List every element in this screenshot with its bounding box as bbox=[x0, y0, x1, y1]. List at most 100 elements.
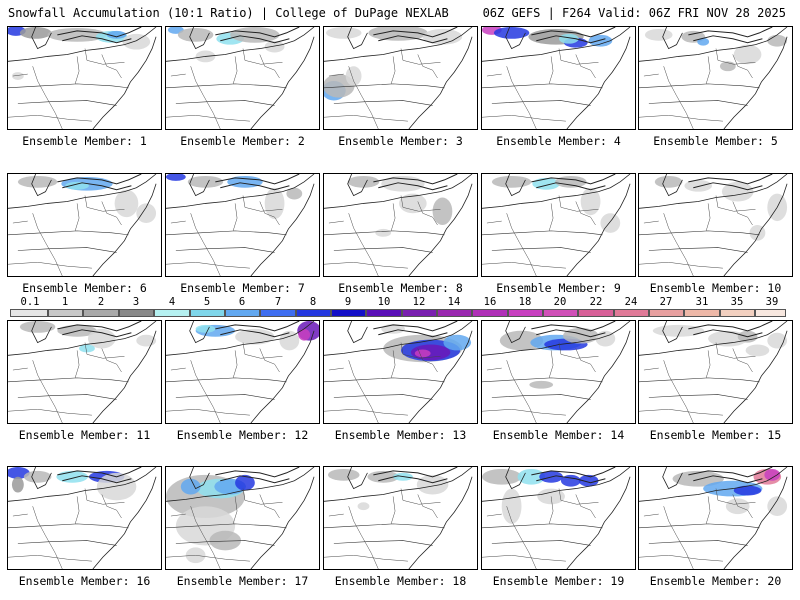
map-image bbox=[482, 467, 631, 569]
map-image bbox=[639, 174, 788, 276]
legend-value: 8 bbox=[309, 296, 317, 308]
ensemble-member-label: Ensemble Member: 10 bbox=[649, 281, 782, 295]
ensemble-member-map bbox=[481, 173, 636, 277]
ensemble-member-label: Ensemble Member: 14 bbox=[492, 428, 625, 442]
ensemble-member-map bbox=[323, 466, 478, 570]
run-info: 06Z GEFS | F264 Valid: 06Z FRI NOV 28 20… bbox=[482, 6, 786, 20]
legend-swatch bbox=[719, 309, 755, 317]
legend-value: 0.1 bbox=[20, 296, 40, 308]
ensemble-member-map bbox=[165, 320, 320, 424]
legend-swatch bbox=[10, 309, 48, 317]
legend-swatch bbox=[295, 309, 331, 317]
map-image bbox=[639, 27, 788, 129]
ensemble-member-label: Ensemble Member: 16 bbox=[18, 574, 151, 588]
legend-swatch bbox=[754, 309, 786, 317]
legend-value: 1 bbox=[61, 296, 69, 308]
legend-swatch bbox=[472, 309, 508, 317]
legend-value: 31 bbox=[695, 296, 709, 308]
map-image bbox=[8, 321, 157, 423]
map-image bbox=[482, 27, 631, 129]
map-image bbox=[324, 27, 473, 129]
legend-value: 35 bbox=[730, 296, 744, 308]
legend-swatch bbox=[542, 309, 578, 317]
map-image bbox=[639, 321, 788, 423]
ensemble-member-map bbox=[323, 173, 478, 277]
map-image bbox=[166, 467, 315, 569]
ensemble-member-label: Ensemble Member: 17 bbox=[176, 574, 309, 588]
ensemble-member-map bbox=[7, 173, 162, 277]
legend-value: 18 bbox=[518, 296, 532, 308]
ensemble-member-map bbox=[323, 26, 478, 130]
map-image bbox=[324, 174, 473, 276]
legend-swatch bbox=[260, 309, 296, 317]
ensemble-member-label: Ensemble Member: 18 bbox=[334, 574, 467, 588]
map-image bbox=[324, 467, 473, 569]
legend-value: 3 bbox=[132, 296, 140, 308]
legend-value: 2 bbox=[97, 296, 105, 308]
map-image bbox=[166, 174, 315, 276]
legend-value: 24 bbox=[624, 296, 638, 308]
ensemble-member-label: Ensemble Member: 11 bbox=[18, 428, 151, 442]
legend-swatch bbox=[578, 309, 614, 317]
ensemble-member-map bbox=[165, 26, 320, 130]
map-image bbox=[8, 174, 157, 276]
ensemble-member-label: Ensemble Member: 2 bbox=[180, 134, 305, 148]
ensemble-member-label: Ensemble Member: 9 bbox=[496, 281, 621, 295]
ensemble-member-map bbox=[323, 320, 478, 424]
legend-value: 16 bbox=[483, 296, 497, 308]
ensemble-member-label: Ensemble Member: 19 bbox=[492, 574, 625, 588]
ensemble-member-label: Ensemble Member: 13 bbox=[334, 428, 467, 442]
ensemble-member-map bbox=[165, 173, 320, 277]
legend-swatch bbox=[436, 309, 472, 317]
legend-swatch bbox=[613, 309, 649, 317]
legend-swatch bbox=[507, 309, 543, 317]
ensemble-member-map bbox=[165, 466, 320, 570]
legend-swatch bbox=[83, 309, 119, 317]
legend-value: 5 bbox=[203, 296, 211, 308]
ensemble-member-label: Ensemble Member: 15 bbox=[649, 428, 782, 442]
legend-swatch bbox=[154, 309, 190, 317]
legend-value: 6 bbox=[238, 296, 246, 308]
legend-value: 22 bbox=[589, 296, 603, 308]
ensemble-member-label: Ensemble Member: 7 bbox=[180, 281, 305, 295]
legend-swatch bbox=[684, 309, 720, 317]
ensemble-member-map bbox=[638, 320, 793, 424]
ensemble-member-map bbox=[638, 173, 793, 277]
map-image bbox=[324, 321, 473, 423]
map-image bbox=[166, 321, 319, 423]
ensemble-member-label: Ensemble Member: 1 bbox=[22, 134, 147, 148]
map-image bbox=[8, 467, 157, 569]
legend-value: 20 bbox=[553, 296, 567, 308]
legend-swatch bbox=[118, 309, 154, 317]
legend-value: 12 bbox=[412, 296, 426, 308]
map-image bbox=[166, 27, 315, 129]
legend-swatch bbox=[648, 309, 684, 317]
legend-value: 27 bbox=[659, 296, 673, 308]
ensemble-member-label: Ensemble Member: 3 bbox=[338, 134, 463, 148]
map-image bbox=[482, 174, 631, 276]
ensemble-member-label: Ensemble Member: 12 bbox=[176, 428, 309, 442]
ensemble-member-map bbox=[481, 466, 636, 570]
ensemble-member-label: Ensemble Member: 6 bbox=[22, 281, 147, 295]
legend-swatch bbox=[366, 309, 402, 317]
ensemble-member-map bbox=[7, 26, 162, 130]
ensemble-member-label: Ensemble Member: 8 bbox=[338, 281, 463, 295]
legend-swatch bbox=[189, 309, 225, 317]
ensemble-member-label: Ensemble Member: 4 bbox=[496, 134, 621, 148]
ensemble-member-map bbox=[7, 466, 162, 570]
map-image bbox=[482, 321, 631, 423]
legend-value: 39 bbox=[765, 296, 779, 308]
map-image bbox=[639, 467, 788, 569]
map-title: Snowfall Accumulation (10:1 Ratio) | Col… bbox=[8, 6, 449, 20]
map-image bbox=[8, 27, 157, 129]
ensemble-member-map bbox=[638, 26, 793, 130]
legend-value: 7 bbox=[274, 296, 282, 308]
ensemble-member-map bbox=[7, 320, 162, 424]
legend-value: 9 bbox=[344, 296, 352, 308]
ensemble-member-map bbox=[481, 320, 636, 424]
legend-swatch bbox=[224, 309, 260, 317]
legend-value: 4 bbox=[168, 296, 176, 308]
ensemble-member-map bbox=[638, 466, 793, 570]
ensemble-member-label: Ensemble Member: 20 bbox=[649, 574, 782, 588]
legend-value: 14 bbox=[447, 296, 461, 308]
